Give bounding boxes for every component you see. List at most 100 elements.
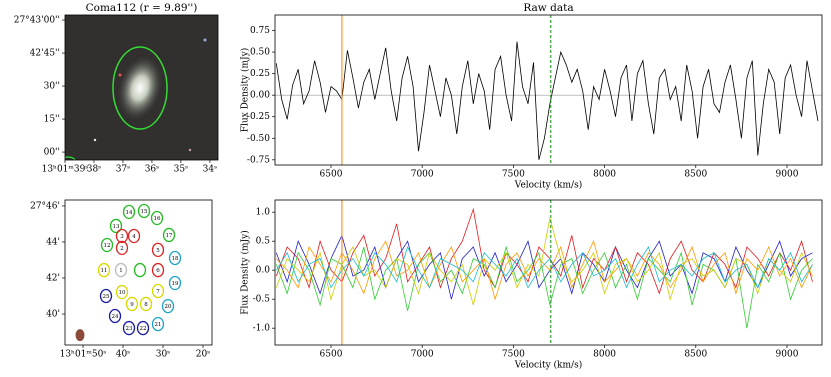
pointing-beam — [151, 283, 165, 299]
axes-frame — [64, 14, 219, 161]
pointing-beam — [151, 242, 165, 258]
x-tick-label: 35ˢ — [174, 165, 188, 175]
pointing-beam — [97, 262, 111, 278]
spectrum-line — [275, 41, 819, 160]
x-axis-label: Velocity (km/s) — [514, 180, 582, 191]
pointing-beam — [136, 320, 150, 336]
beam-label: 2 — [120, 246, 124, 252]
x-tick-label: 40ˢ — [116, 350, 130, 360]
beam-label: 4 — [132, 234, 136, 240]
beam-label: 5 — [156, 248, 160, 254]
axes-frame — [274, 199, 823, 346]
y-tick-label: 1.0 — [256, 208, 271, 218]
x-tick-label: 7500 — [502, 170, 525, 180]
y-tick-label: -0.25 — [247, 112, 270, 122]
beam-label: 18 — [172, 256, 179, 262]
plot-area — [275, 200, 813, 345]
beam-label: 23 — [126, 326, 133, 332]
x-tick-label: 6500 — [320, 170, 343, 180]
y-tick-label: 42' — [46, 273, 60, 283]
x-tick-label: 38ˢ — [87, 165, 101, 175]
y-tick-label: 30'' — [44, 82, 60, 92]
y-tick-label: 44' — [46, 237, 60, 247]
beam-size — [75, 329, 85, 342]
y-tick-label: 0.25 — [250, 69, 270, 79]
beam-label: 1 — [119, 268, 123, 274]
y-tick-label: 0.50 — [250, 48, 270, 58]
galaxy — [116, 54, 164, 122]
beam-label: 16 — [154, 216, 161, 222]
y-tick-label: 27°46' — [30, 201, 60, 211]
x-tick-label: 6500 — [320, 350, 343, 360]
star — [188, 148, 192, 152]
pointing-beam — [100, 237, 114, 253]
pointing-beam — [139, 296, 153, 312]
y-tick-label: 0.00 — [250, 91, 270, 101]
x-tick-label: 8500 — [684, 170, 707, 180]
y-tick-label: -0.50 — [247, 134, 270, 144]
spectrum-line — [275, 207, 813, 295]
pointing-beam — [151, 316, 165, 332]
pointing-beam — [125, 296, 139, 312]
beam-label: 3 — [120, 234, 124, 240]
y-tick-label: 27°43'00'' — [14, 16, 60, 26]
x-tick-label: 36ˢ — [145, 165, 159, 175]
y-tick-label: 15'' — [44, 115, 60, 125]
pointing-beam — [151, 262, 165, 278]
pointing-beam — [122, 204, 136, 220]
pointing-beam — [108, 308, 122, 324]
pointing-beam — [162, 227, 176, 243]
x-tick-label: 9000 — [776, 350, 799, 360]
beam-label: 24 — [112, 314, 119, 320]
x-tick-label: 7000 — [411, 350, 434, 360]
beam-label: 11 — [101, 268, 108, 274]
pointing-beam — [115, 228, 129, 244]
x-tick-label: 13ʰ01ᵐ50ˢ — [60, 350, 107, 360]
x-tick-label: 8000 — [593, 170, 616, 180]
pointing-beam — [168, 275, 182, 291]
x-tick-label: 7000 — [411, 170, 434, 180]
x-tick-label: 9000 — [776, 170, 799, 180]
x-tick-label: 13ʰ01ᵐ39ˢ — [42, 165, 89, 175]
beam-label: 21 — [155, 322, 162, 328]
beam-label: 7 — [156, 289, 160, 295]
pointing-beam — [161, 298, 175, 314]
pointing-beam — [115, 240, 129, 256]
pointing-beam — [150, 210, 164, 226]
spectrum-line — [276, 240, 813, 301]
axes-frame — [64, 199, 213, 346]
y-tick-label: 00'' — [44, 148, 60, 158]
x-tick-label: 30ˢ — [156, 350, 170, 360]
star — [203, 38, 207, 42]
pointing-beam — [168, 250, 182, 266]
pointing-beam — [109, 218, 123, 234]
star — [118, 73, 122, 77]
spectrum-line — [275, 217, 813, 306]
pointing-beam — [133, 262, 147, 278]
y-tick-label: -0.5 — [253, 295, 271, 305]
beam-label: 8 — [144, 302, 148, 308]
x-tick-label: 20ˢ — [196, 350, 210, 360]
beam-label: 12 — [104, 243, 111, 249]
plot-area — [275, 15, 822, 165]
beam-label: 20 — [165, 304, 172, 310]
x-tick-label: 8500 — [684, 350, 707, 360]
beam-label: 17 — [166, 233, 173, 239]
pointing-beam — [137, 203, 151, 219]
y-tick-label: 0.0 — [256, 266, 271, 276]
x-tick-label: 37ˢ — [116, 165, 130, 175]
pointing-beam — [99, 288, 113, 304]
y-tick-label: -0.75 — [247, 155, 270, 165]
sky-image — [65, 15, 218, 160]
chart-title: Coma112 (r = 9.89'') — [86, 2, 198, 14]
beam-label: 19 — [172, 281, 179, 287]
y-axis-label: Flux Density (mJy) — [240, 230, 251, 315]
pointing-beam — [127, 228, 141, 244]
x-axis-label: Velocity (km/s) — [514, 360, 582, 371]
aperture — [112, 46, 168, 130]
x-tick-label: 7500 — [502, 350, 525, 360]
axes-frame — [274, 14, 823, 166]
x-tick-label: 34ˢ — [203, 165, 217, 175]
